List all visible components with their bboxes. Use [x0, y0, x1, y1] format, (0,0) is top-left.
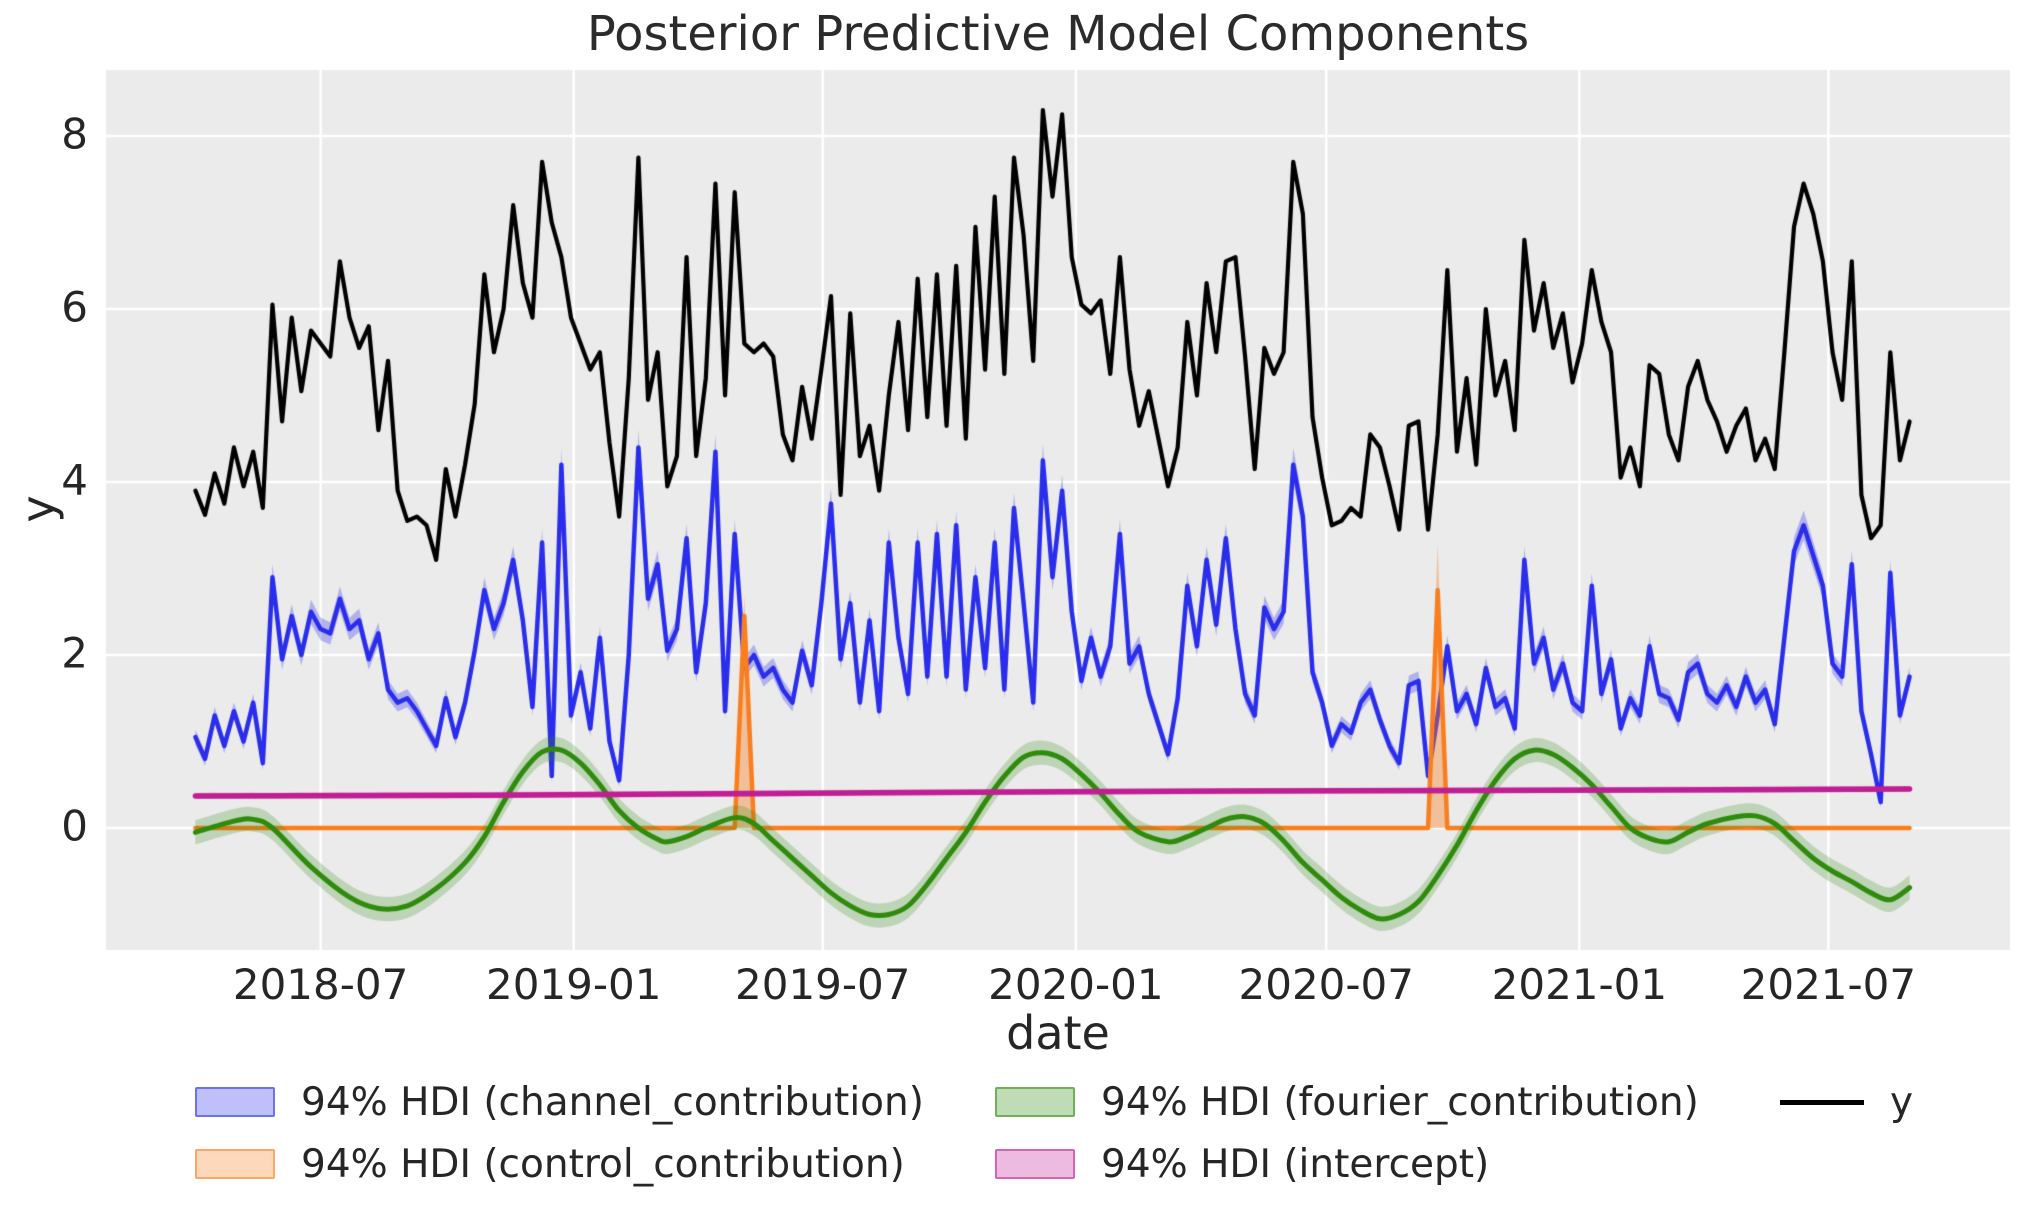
x-tick-label: 2020-01: [988, 960, 1164, 1009]
chart-title: Posterior Predictive Model Components: [586, 6, 1530, 62]
legend-label: y: [1890, 1079, 1914, 1125]
x-tick-label: 2021-07: [1740, 960, 1917, 1009]
x-tick-label: 2018-07: [232, 960, 409, 1009]
x-tick-label: 2019-07: [735, 960, 911, 1009]
y-tick-label: 6: [61, 282, 88, 332]
x-axis-label: date: [1006, 1006, 1110, 1060]
legend-entry-fourier: 94% HDI (fourier_contribution): [995, 1080, 1699, 1125]
y-tick-label: 2: [61, 628, 88, 678]
legend-label: 94% HDI (channel_contribution): [301, 1079, 924, 1125]
y-tick-label: 4: [61, 455, 88, 505]
legend-entry-intercept: 94% HDI (intercept): [995, 1142, 1489, 1187]
legend-label: 94% HDI (control_contribution): [301, 1141, 905, 1187]
y-tick-label: 0: [61, 801, 88, 851]
legend-label: 94% HDI (fourier_contribution): [1101, 1079, 1699, 1125]
channel-band-swatch: [195, 1087, 275, 1117]
x-tick-label: 2021-01: [1491, 960, 1668, 1009]
y-axis-label: y: [11, 495, 65, 523]
legend-label: 94% HDI (intercept): [1101, 1141, 1490, 1187]
legend-entry-channel: 94% HDI (channel_contribution): [195, 1080, 924, 1125]
x-tick-label: 2020-07: [1238, 960, 1415, 1009]
fourier-band-swatch: [995, 1087, 1075, 1117]
y-line-swatch: [1780, 1099, 1864, 1105]
legend-entry-y: y: [1780, 1080, 1913, 1125]
y-tick-label: 8: [61, 109, 88, 159]
x-tick-label: 2019-01: [485, 960, 662, 1009]
intercept-band-swatch: [995, 1149, 1075, 1179]
legend-entry-control: 94% HDI (control_contribution): [195, 1142, 905, 1187]
control-band-swatch: [195, 1149, 275, 1179]
